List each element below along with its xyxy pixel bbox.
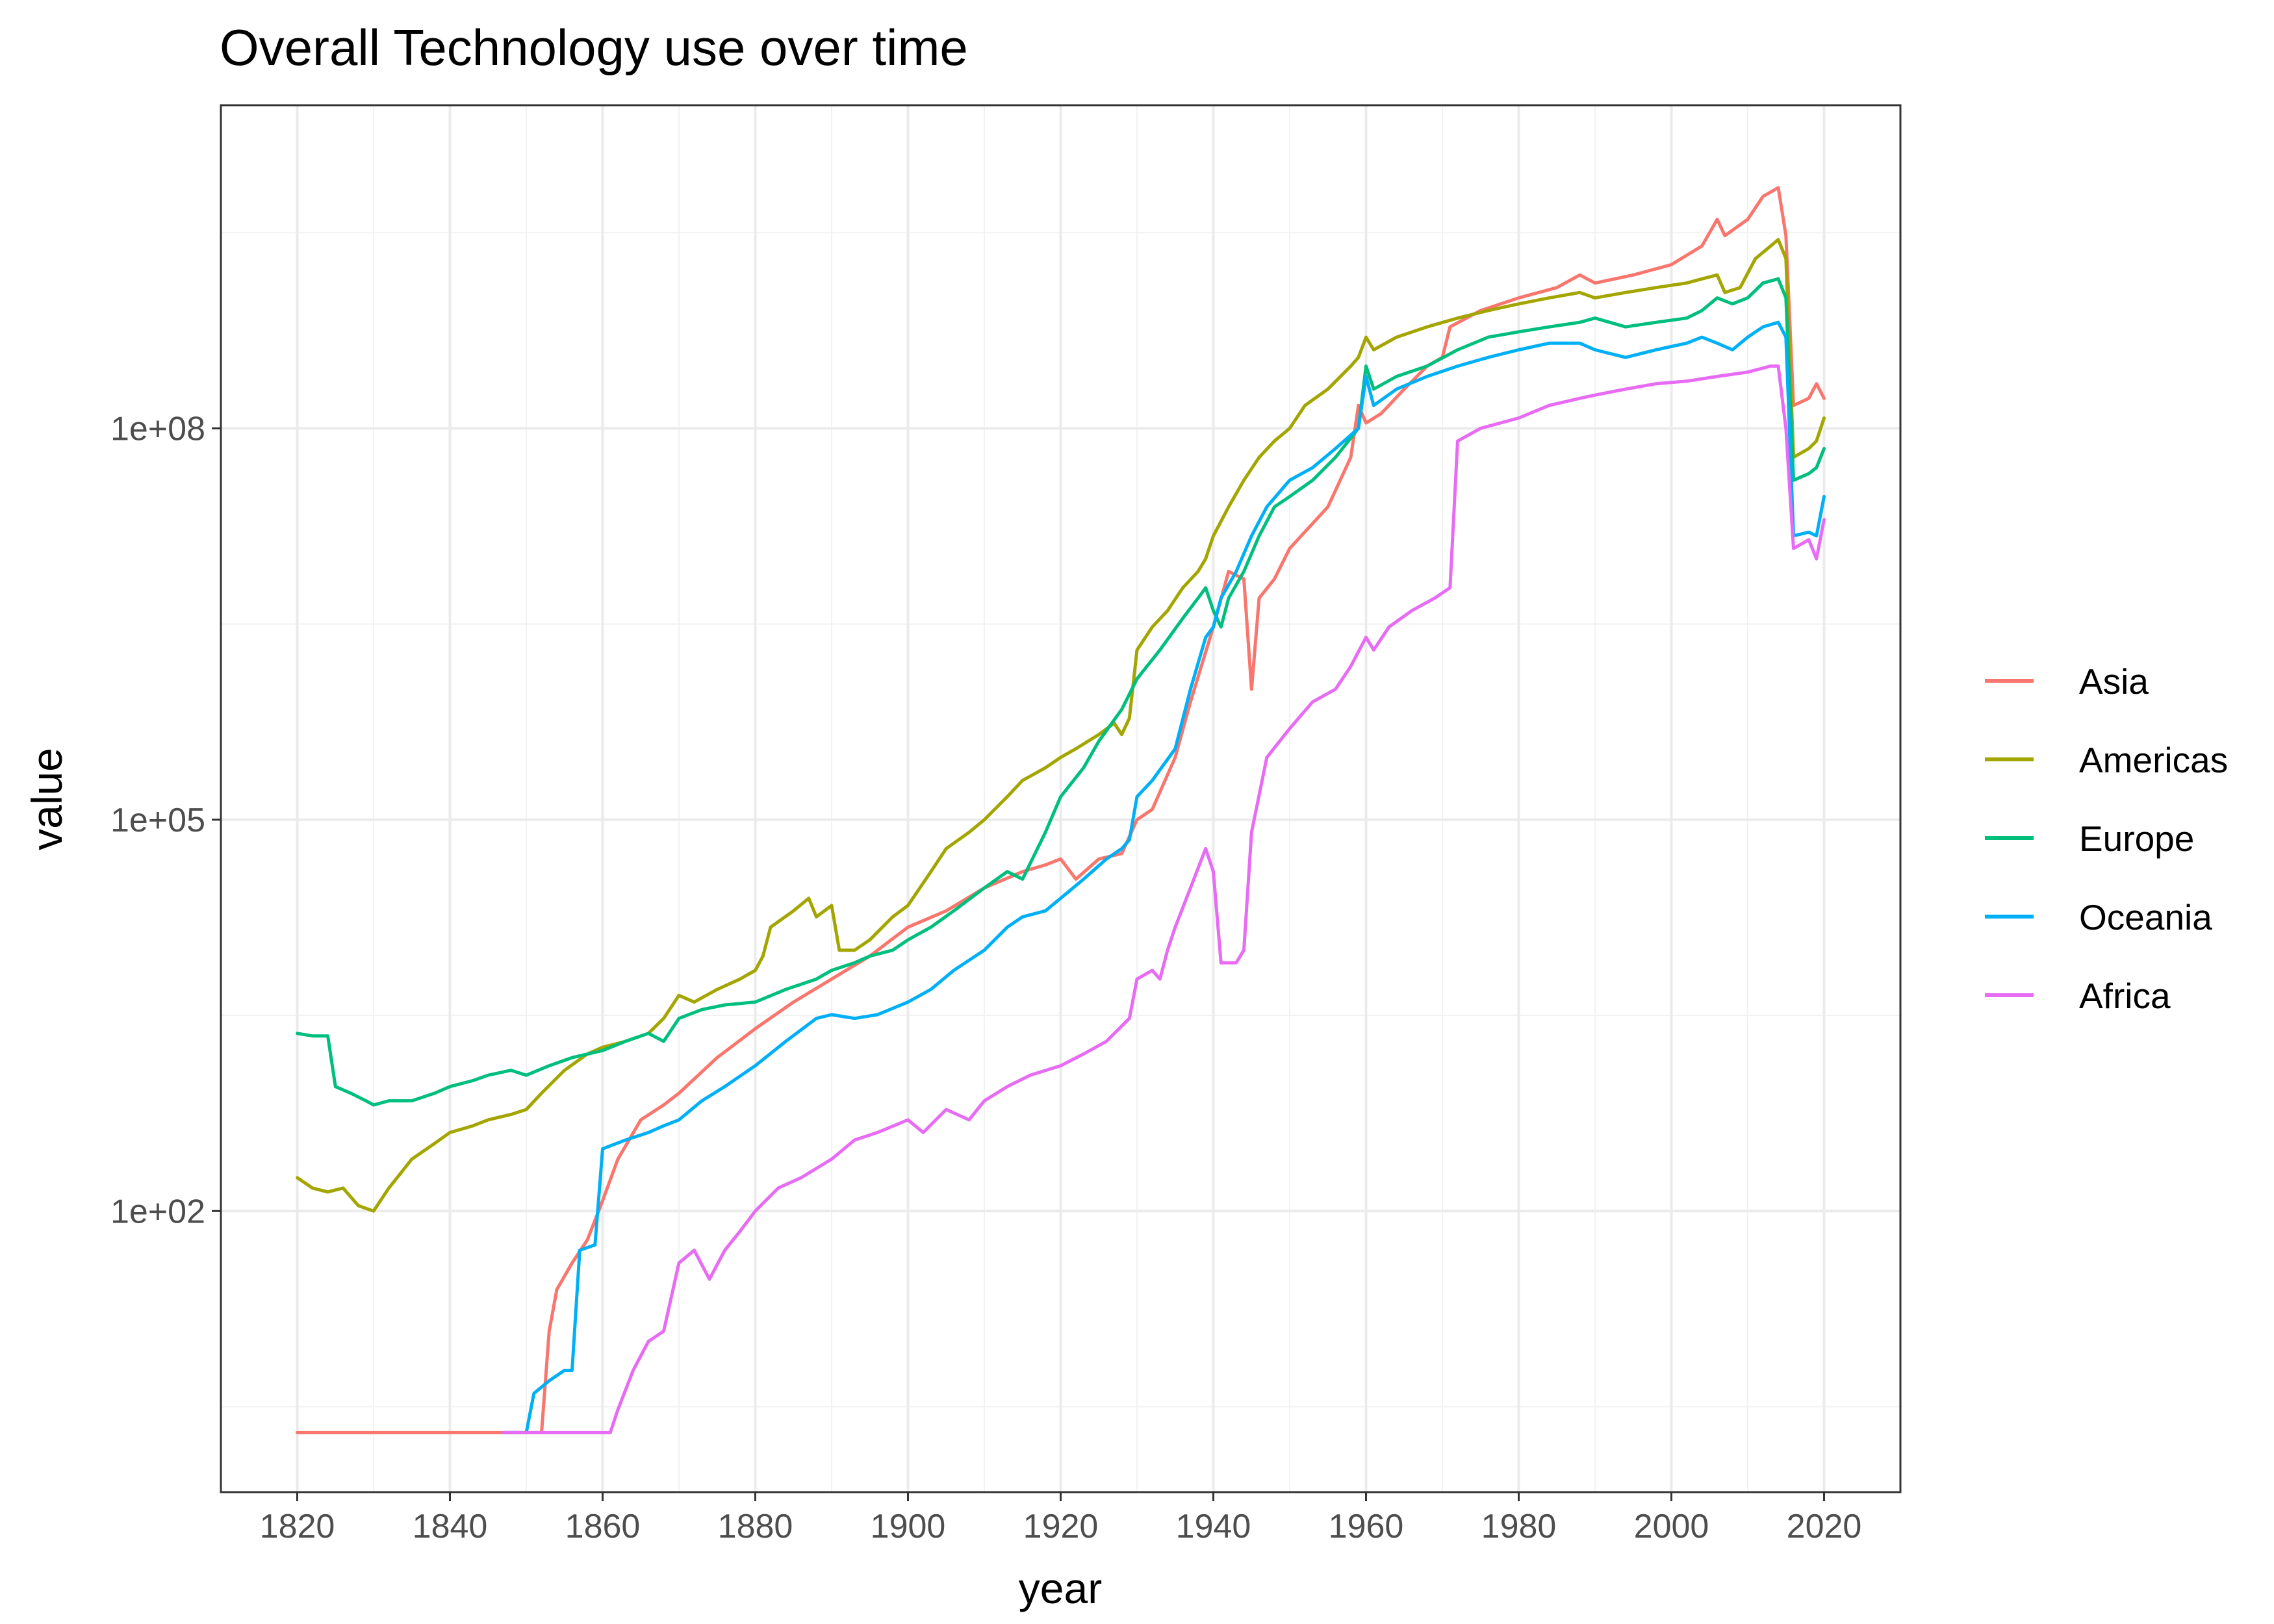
- x-tick-label: 1960: [1329, 1508, 1404, 1545]
- x-tick-label: 1860: [565, 1508, 641, 1545]
- x-tick-label: 2000: [1634, 1508, 1709, 1545]
- legend-label-africa: Africa: [2079, 976, 2171, 1016]
- y-tick-label: 1e+08: [110, 410, 205, 448]
- x-tick-label: 1920: [1023, 1508, 1099, 1545]
- series-line-oceania: [502, 320, 1826, 1434]
- x-tick-label: 1940: [1176, 1508, 1251, 1545]
- x-tick-label: 1820: [260, 1508, 335, 1545]
- legend-label-americas: Americas: [2079, 740, 2228, 780]
- y-axis: 1e+02 1e+05 1e+08: [110, 410, 221, 1230]
- x-tick-label: 1840: [413, 1508, 488, 1545]
- x-axis-title: year: [1019, 1564, 1102, 1612]
- chart-title: Overall Technology use over time: [220, 19, 968, 76]
- legend: Asia Americas Europe Oceania Africa: [1985, 661, 2228, 1016]
- legend-label-oceania: Oceania: [2079, 897, 2212, 937]
- y-tick-label: 1e+02: [110, 1193, 205, 1230]
- series-lines: [296, 186, 1826, 1434]
- major-gridlines: [221, 105, 1900, 1492]
- y-tick-label: 1e+05: [110, 802, 205, 839]
- x-tick-label: 1980: [1481, 1508, 1557, 1545]
- legend-label-asia: Asia: [2079, 661, 2149, 702]
- x-axis: 1820 1840 1860 1880 1900 1920 1940 1960 1980 2000…: [260, 1492, 1862, 1545]
- x-tick-label: 2020: [1787, 1508, 1862, 1545]
- legend-label-europe: Europe: [2079, 818, 2194, 859]
- series-line-africa: [502, 364, 1826, 1434]
- series-line-europe: [296, 277, 1826, 1107]
- series-line-americas: [296, 238, 1826, 1213]
- x-tick-label: 1900: [871, 1508, 946, 1545]
- y-axis-title: value: [23, 748, 71, 850]
- x-tick-label: 1880: [718, 1508, 793, 1545]
